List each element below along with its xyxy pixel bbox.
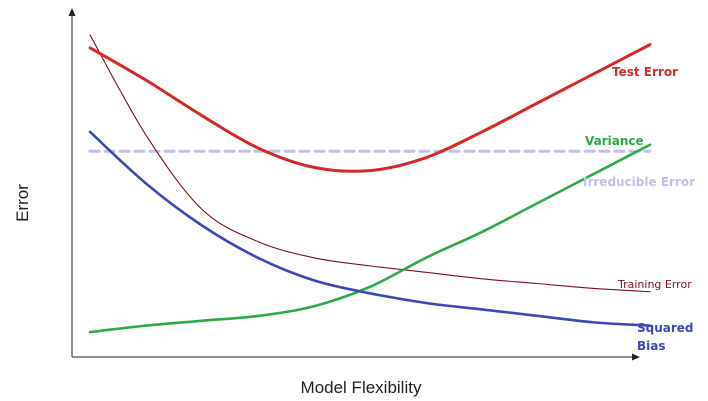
irreducible-error-label: Irreducible Error (583, 175, 695, 189)
test-error-label: Test Error (612, 65, 678, 79)
y-axis-arrow (68, 8, 76, 16)
bias-label: Bias (637, 339, 666, 353)
squared-label: Squared (637, 321, 694, 335)
y-axis-title: Error (13, 184, 32, 222)
axes (68, 8, 640, 361)
label-layer: Test Error Variance Irreducible Error Train… (583, 65, 695, 353)
training-error-line (89, 34, 651, 293)
training-error-label: Training Error (617, 278, 692, 291)
test-error-line (88, 43, 652, 173)
squared-bias-line (88, 130, 652, 327)
series-layer (88, 34, 652, 334)
x-axis-arrow (632, 353, 640, 361)
variance-label: Variance (585, 134, 644, 148)
x-axis-title: Model Flexibility (301, 378, 422, 397)
variance-line (88, 143, 652, 334)
